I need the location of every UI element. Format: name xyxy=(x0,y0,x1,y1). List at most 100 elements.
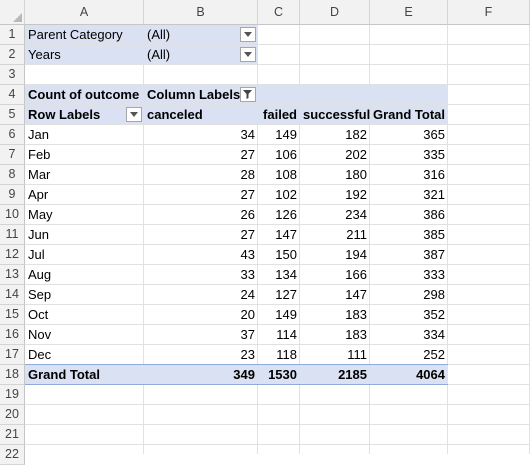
row-header-22[interactable]: 22 xyxy=(0,445,25,465)
month-label: Jul xyxy=(28,247,45,262)
row-total: 334 xyxy=(423,327,445,342)
row-header-17[interactable]: 17 xyxy=(0,345,25,365)
row-header-21[interactable]: 21 xyxy=(0,425,25,445)
row-header-10[interactable]: 10 xyxy=(0,205,25,225)
header-canceled: canceled xyxy=(147,107,203,122)
canceled-count: 27 xyxy=(240,187,255,202)
month-label: Jan xyxy=(28,127,49,142)
row-header-14[interactable]: 14 xyxy=(0,285,25,305)
successful-count: 147 xyxy=(345,287,367,302)
chevron-down-icon xyxy=(244,32,252,37)
column-header-f[interactable]: F xyxy=(448,0,530,25)
canceled-count: 20 xyxy=(240,307,255,322)
row-total: 252 xyxy=(423,347,445,362)
grand-total-label: Grand Total xyxy=(28,367,100,382)
failed-count: 149 xyxy=(275,307,297,322)
row-header-7[interactable]: 7 xyxy=(0,145,25,165)
month-label: Jun xyxy=(28,227,49,242)
row-header-20[interactable]: 20 xyxy=(0,405,25,425)
column-labels-filter-button[interactable] xyxy=(240,87,256,102)
row-header-19[interactable]: 19 xyxy=(0,385,25,405)
failed-count: 126 xyxy=(275,207,297,222)
canceled-count: 27 xyxy=(240,227,255,242)
row-header-18[interactable]: 18 xyxy=(0,365,25,385)
row-header-6[interactable]: 6 xyxy=(0,125,25,145)
chevron-down-icon xyxy=(244,52,252,57)
canceled-count: 33 xyxy=(240,267,255,282)
month-label: May xyxy=(28,207,53,222)
month-label: Apr xyxy=(28,187,49,202)
row-total: 333 xyxy=(423,267,445,282)
month-label: Nov xyxy=(28,327,52,342)
pivot-values-label: Count of outcome xyxy=(28,87,140,102)
total-failed: 1530 xyxy=(268,367,297,382)
row-total: 386 xyxy=(423,207,445,222)
month-label: Aug xyxy=(28,267,52,282)
row-header-4[interactable]: 4 xyxy=(0,85,25,105)
successful-count: 234 xyxy=(345,207,367,222)
successful-count: 182 xyxy=(345,127,367,142)
failed-count: 127 xyxy=(275,287,297,302)
grand-total-border-bottom xyxy=(25,384,448,385)
total-canceled: 349 xyxy=(233,367,255,382)
month-label: Dec xyxy=(28,347,52,362)
row-total: 352 xyxy=(423,307,445,322)
successful-count: 194 xyxy=(345,247,367,262)
failed-count: 114 xyxy=(276,327,297,342)
row-total: 335 xyxy=(423,147,445,162)
row-header-15[interactable]: 15 xyxy=(0,305,25,325)
successful-count: 183 xyxy=(345,327,367,342)
row-header-1[interactable]: 1 xyxy=(0,25,25,45)
failed-count: 149 xyxy=(275,127,297,142)
successful-count: 211 xyxy=(346,227,367,242)
month-label: Sep xyxy=(28,287,52,302)
filter-parent-category-value[interactable]: (All) xyxy=(147,27,171,42)
column-header-b[interactable]: B xyxy=(144,0,258,25)
filter-parent-category-label: Parent Category xyxy=(28,27,123,42)
column-header-e[interactable]: E xyxy=(370,0,448,25)
row-total: 316 xyxy=(423,167,445,182)
filter-years-value[interactable]: (All) xyxy=(147,47,171,62)
row-total: 321 xyxy=(423,187,445,202)
chevron-down-icon xyxy=(130,112,138,117)
canceled-count: 27 xyxy=(240,147,255,162)
parent-category-filter-button[interactable] xyxy=(240,27,256,42)
row-total: 365 xyxy=(423,127,445,142)
row-header-16[interactable]: 16 xyxy=(0,325,25,345)
filter-years-label: Years xyxy=(28,47,61,62)
month-label: Oct xyxy=(28,307,49,322)
years-filter-button[interactable] xyxy=(240,47,256,62)
row-header-11[interactable]: 11 xyxy=(0,225,25,245)
row-header-3[interactable]: 3 xyxy=(0,65,25,85)
select-all-corner[interactable] xyxy=(0,0,25,25)
column-header-a[interactable]: A xyxy=(25,0,144,25)
column-header-d[interactable]: D xyxy=(300,0,370,25)
successful-count: 180 xyxy=(345,167,367,182)
canceled-count: 24 xyxy=(240,287,255,302)
row-total: 385 xyxy=(423,227,445,242)
row-header-2[interactable]: 2 xyxy=(0,45,25,65)
row-labels-filter-button[interactable] xyxy=(126,107,142,122)
row-total: 387 xyxy=(423,247,445,262)
row-header-5[interactable]: 5 xyxy=(0,105,25,125)
successful-count: 111 xyxy=(347,347,367,362)
pivot-column-labels: Column Labels xyxy=(147,87,241,102)
failed-count: 102 xyxy=(275,187,297,202)
canceled-count: 26 xyxy=(240,207,255,222)
canceled-count: 23 xyxy=(240,347,255,362)
successful-count: 183 xyxy=(345,307,367,322)
row-total: 298 xyxy=(423,287,445,302)
filter-area-fill xyxy=(25,25,258,65)
row-header-8[interactable]: 8 xyxy=(0,165,25,185)
failed-count: 108 xyxy=(275,167,297,182)
canceled-count: 37 xyxy=(240,327,255,342)
header-grand-total: Grand Total xyxy=(373,107,445,122)
header-successful: successful xyxy=(303,107,371,122)
row-header-13[interactable]: 13 xyxy=(0,265,25,285)
row-header-12[interactable]: 12 xyxy=(0,245,25,265)
column-header-c[interactable]: C xyxy=(258,0,300,25)
grand-total-border xyxy=(25,364,448,365)
canceled-count: 34 xyxy=(240,127,255,142)
row-header-9[interactable]: 9 xyxy=(0,185,25,205)
